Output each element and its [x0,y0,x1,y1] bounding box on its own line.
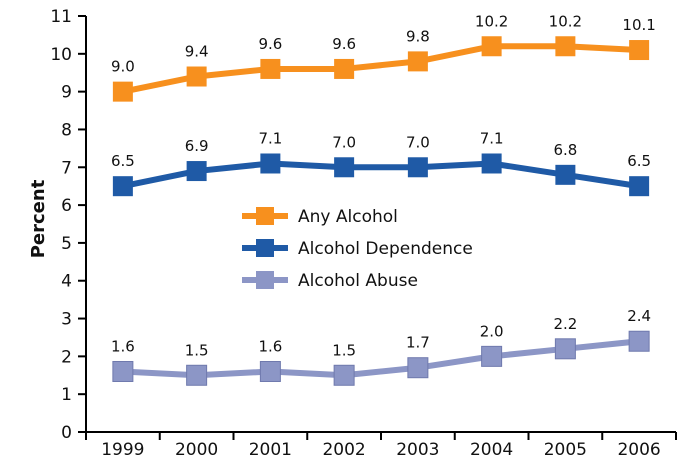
series-alcohol-dependence: 6.5 6.9 7.1 7.0 7.0 7.1 6.8 6.5 [111,129,651,197]
data-point [186,66,207,87]
y-tick-label: 11 [50,7,72,27]
data-point [407,357,429,379]
data-point [481,345,503,367]
y-axis-title: Percent [28,179,49,258]
legend-label: Alcohol Abuse [298,271,418,291]
data-label: 1.6 [258,337,282,355]
data-label: 9.6 [258,35,282,53]
data-label: 7.1 [258,129,282,147]
data-label: 7.0 [332,133,356,151]
series-line [122,43,640,95]
data-point [407,51,428,72]
data-label: 1.7 [406,334,430,352]
legend-marker [256,239,274,257]
data-label: 9.0 [111,58,135,76]
x-tick-label: 2004 [470,440,513,460]
x-tick-label: 2000 [175,440,218,460]
data-point [554,338,576,360]
data-label: 9.8 [406,27,430,45]
data-point [629,40,650,61]
y-tick-label: 5 [61,234,72,254]
data-point [260,153,281,174]
x-tick-label: 2001 [249,440,292,460]
data-label: 1.6 [111,337,135,355]
legend: Any Alcohol Alcohol Dependence Alcohol Abu… [242,207,473,291]
x-tick-label: 2002 [322,440,365,460]
data-label: 6.5 [111,152,135,170]
y-tick-label: 10 [50,45,72,65]
data-label: 2.4 [627,307,651,325]
data-label: 6.5 [627,152,651,170]
data-point [112,360,134,382]
data-point [334,58,355,79]
axes [78,15,677,440]
legend-marker [256,207,274,225]
data-label: 7.1 [480,129,504,147]
data-label: 9.6 [332,35,356,53]
data-point [629,176,650,197]
data-point [407,157,428,178]
data-point [186,364,208,386]
data-label: 7.0 [406,133,430,151]
data-point [259,360,281,382]
series-any-alcohol: 9.0 9.4 9.6 9.6 9.8 10.2 10.2 10.1 [111,12,656,102]
y-tick-label: 6 [61,196,72,216]
tick-labels: 0 1 2 3 4 5 6 7 8 9 10 11 1999 2000 2001 2002 2003 2004 20… [50,7,660,460]
data-point [555,164,576,185]
data-label: 1.5 [185,341,209,359]
data-point [481,36,502,57]
x-tick-label: 2006 [617,440,660,460]
legend-item: Alcohol Abuse [242,271,418,291]
series-alcohol-abuse: 1.6 1.5 1.6 1.5 1.7 2.0 2.2 2.4 [111,307,651,386]
series-layer: 9.0 9.4 9.6 9.6 9.8 10.2 10.2 10.1 6.5 6.9 7.1 7.0 7… [111,12,656,386]
data-point [112,81,133,102]
data-point [481,153,502,174]
data-point [333,364,355,386]
data-label: 10.2 [549,12,582,30]
x-tick-label: 1999 [101,440,144,460]
data-label: 9.4 [185,43,209,61]
data-label: 2.0 [480,322,504,340]
series-line [122,338,640,379]
legend-label: Alcohol Dependence [298,239,473,259]
data-point [260,58,281,79]
data-point [334,157,355,178]
data-point [112,176,133,197]
legend-label: Any Alcohol [298,207,398,227]
series-line [122,160,640,190]
data-label: 6.9 [185,137,209,155]
legend-marker [256,271,274,289]
data-point [186,161,207,182]
x-tick-label: 2003 [396,440,439,460]
data-label: 10.2 [475,12,508,30]
y-tick-label: 1 [61,385,72,405]
legend-item: Any Alcohol [242,207,398,227]
data-label: 10.1 [622,16,655,34]
y-tick-label: 3 [61,310,72,330]
y-tick-label: 0 [61,423,72,443]
y-tick-label: 4 [61,272,72,292]
data-label: 2.2 [553,315,577,333]
data-point [555,36,576,57]
y-tick-label: 8 [61,120,72,140]
x-tick-label: 2005 [544,440,587,460]
y-tick-label: 9 [61,83,72,103]
legend-item: Alcohol Dependence [242,239,473,259]
y-tick-label: 2 [61,347,72,367]
data-label: 6.8 [553,141,577,159]
data-label: 1.5 [332,341,356,359]
y-tick-label: 7 [61,158,72,178]
data-point [628,330,650,352]
